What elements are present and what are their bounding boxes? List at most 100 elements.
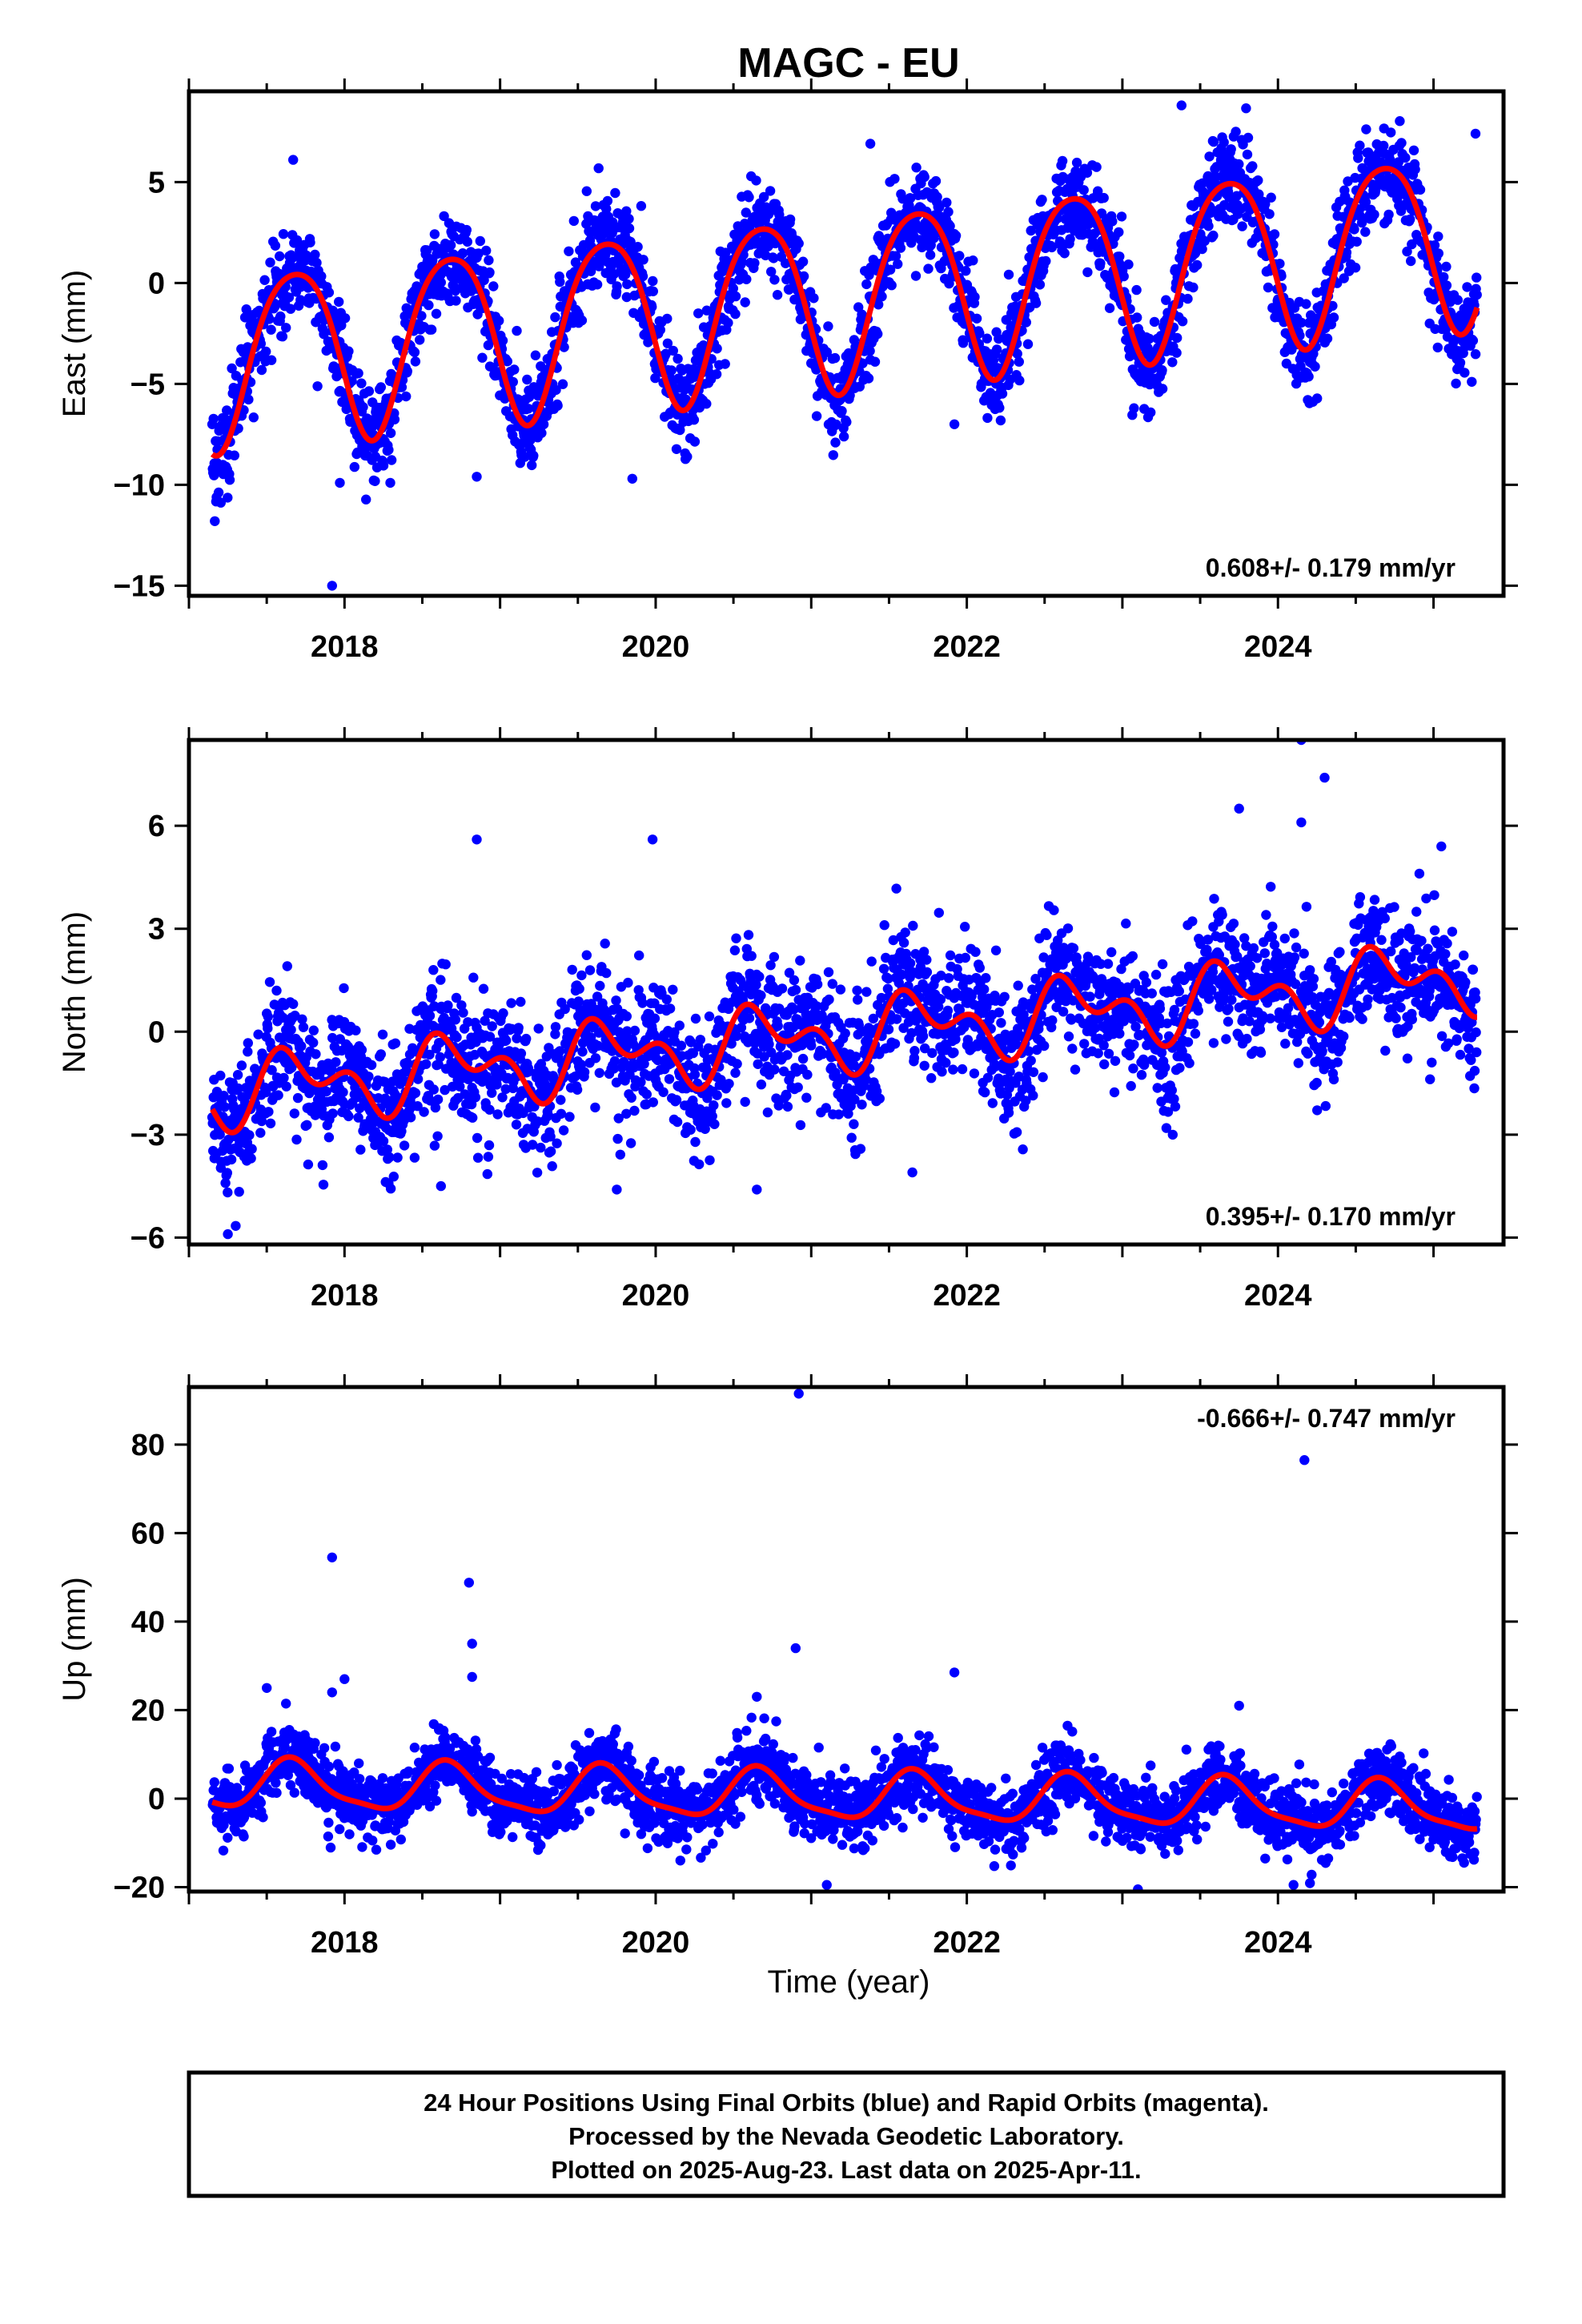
east-data-point [1012, 348, 1022, 359]
east-data-point [769, 275, 780, 285]
east-data-point [798, 271, 809, 282]
north-data-point [428, 986, 438, 996]
north-data-point [957, 1063, 968, 1075]
east-data-point [536, 428, 547, 438]
north-data-point [1130, 1021, 1141, 1032]
east-data-point [564, 246, 574, 256]
east-data-point [1146, 407, 1156, 418]
east-data-point [509, 364, 520, 375]
east-data-point [439, 211, 449, 222]
east-data-point [1429, 240, 1440, 251]
east-data-point [477, 352, 488, 363]
east-data-point [1021, 317, 1032, 328]
east-data-point [925, 250, 936, 260]
east-data-point [637, 271, 648, 282]
north-data-point [468, 1112, 478, 1123]
north-data-point [676, 1040, 687, 1051]
north-data-point [690, 1136, 701, 1148]
north-data-point [419, 1107, 429, 1117]
east-data-point [528, 450, 539, 461]
north-data-point [1049, 905, 1059, 915]
north-data-point [232, 1070, 243, 1080]
north-data-point [261, 1087, 271, 1098]
north-data-point [256, 1116, 267, 1127]
north-data-point [850, 1051, 861, 1062]
east-data-point [997, 388, 1008, 399]
east-data-point [530, 350, 541, 360]
north-data-point [421, 1059, 432, 1069]
north-data-point [762, 1107, 773, 1118]
north-data-point [282, 961, 292, 971]
north-data-point [639, 1059, 649, 1069]
north-data-point [458, 1007, 468, 1018]
north-data-point [273, 1090, 283, 1100]
north-data-point [726, 1039, 737, 1049]
east-data-point [1123, 259, 1134, 270]
east-data-point [409, 347, 420, 358]
north-points [207, 740, 1482, 1240]
north-data-point [463, 1017, 473, 1027]
east-data-point [1114, 227, 1124, 238]
north-data-point [296, 1041, 307, 1051]
north-data-point [428, 965, 439, 975]
north-data-point [909, 1052, 920, 1063]
north-data-point [511, 1120, 522, 1130]
north-data-point [424, 1011, 436, 1021]
north-data-point [1114, 981, 1126, 992]
north-data-point [440, 959, 451, 970]
east-data-point [864, 270, 874, 280]
east-data-point [1014, 356, 1025, 367]
east-data-point [1131, 284, 1142, 296]
north-data-point [1102, 959, 1114, 969]
east-data-point [1014, 375, 1025, 386]
east-data-point [1360, 197, 1371, 207]
east-data-point [934, 202, 945, 212]
north-data-point [246, 1153, 256, 1164]
east-data-point [1132, 312, 1142, 323]
north-data-point [487, 1088, 497, 1098]
north-data-point [840, 1028, 850, 1039]
east-data-point [1144, 333, 1154, 344]
east-data-point [312, 381, 323, 392]
east-data-point [758, 191, 769, 203]
east-data-point [311, 257, 322, 268]
north-data-point [707, 1111, 717, 1121]
north-data-point [236, 1060, 247, 1071]
north-data-point [215, 1070, 226, 1081]
east-data-point [538, 419, 549, 430]
north-data-point [702, 1093, 713, 1104]
north-data-point [764, 1039, 774, 1050]
east-data-point [994, 333, 1004, 344]
north-data-point [705, 1155, 715, 1166]
north-data-point [960, 922, 970, 932]
east-data-point [473, 248, 484, 259]
east-data-point [581, 186, 592, 196]
east-data-point [1104, 303, 1115, 313]
east-data-point [701, 399, 712, 409]
east-data-point [636, 201, 647, 211]
east-data-point [1253, 175, 1263, 186]
east-data-point [821, 347, 833, 357]
east-data-point [550, 312, 560, 323]
north-data-point [766, 1047, 777, 1058]
east-data-point [1408, 145, 1419, 155]
north-data-point [1128, 1063, 1138, 1074]
east-data-point [270, 240, 281, 251]
east-data-point [721, 247, 731, 258]
east-data-point [1439, 271, 1449, 283]
north-data-point [483, 1152, 494, 1162]
north-data-point [424, 1049, 435, 1060]
north-data-point [1116, 963, 1126, 975]
east-data-point [1312, 393, 1323, 404]
east-data-point [1341, 247, 1352, 258]
east-data-point [1462, 282, 1472, 292]
east-data-point [389, 414, 400, 424]
north-data-point [781, 1090, 792, 1101]
east-data-point [797, 256, 809, 267]
east-data-point [1129, 403, 1139, 413]
north-data-point [484, 1104, 495, 1115]
east-data-point [1396, 138, 1407, 148]
east-data-point [1242, 149, 1253, 160]
north-data-point [812, 979, 823, 990]
east-data-point [932, 191, 942, 203]
